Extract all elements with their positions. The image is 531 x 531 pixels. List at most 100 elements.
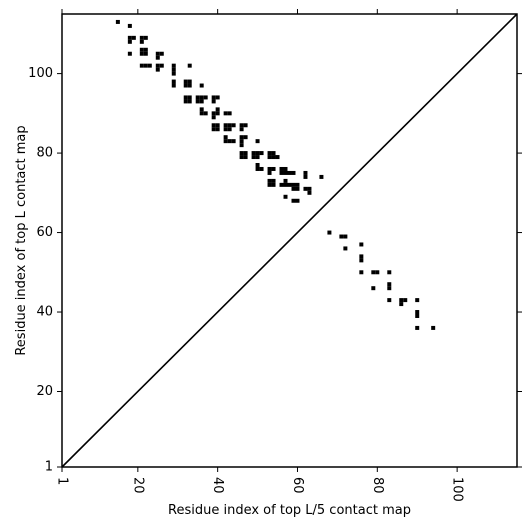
contact-point: [199, 83, 204, 88]
x-tick-label: 40: [210, 477, 225, 494]
contact-point: [187, 63, 192, 68]
contact-point: [371, 286, 376, 291]
contact-point: [231, 123, 236, 128]
contact-point: [211, 99, 216, 104]
contact-point: [139, 63, 144, 68]
contact-point: [239, 139, 244, 144]
contact-point: [211, 123, 216, 128]
contact-point: [251, 155, 256, 160]
contact-point: [227, 111, 232, 116]
contact-point: [291, 186, 296, 191]
y-tick-label: 60: [36, 225, 53, 240]
contact-point: [255, 163, 260, 167]
contact-point: [171, 67, 176, 72]
x-tick-label: 60: [290, 477, 305, 494]
contact-point: [227, 123, 232, 128]
contact-point: [139, 35, 144, 40]
contact-point: [387, 286, 392, 291]
contact-point: [359, 254, 364, 259]
contact-point: [155, 51, 160, 56]
contact-point: [255, 166, 260, 171]
contact-point: [187, 95, 192, 100]
contact-point: [231, 139, 236, 144]
contact-point: [239, 123, 244, 128]
contact-point: [223, 127, 228, 132]
contact-point: [147, 63, 152, 68]
contact-point: [239, 155, 244, 160]
contact-point: [307, 190, 312, 195]
contact-point: [295, 198, 300, 203]
contact-point: [259, 151, 264, 156]
contact-point: [275, 155, 280, 160]
contact-point: [187, 79, 192, 84]
contact-point: [295, 186, 300, 191]
contact-point: [271, 178, 276, 183]
contact-point: [283, 194, 288, 199]
contact-point: [243, 135, 248, 140]
contact-point: [415, 310, 420, 315]
contact-point: [239, 151, 244, 156]
contact-point: [255, 139, 260, 144]
contact-point: [267, 155, 272, 160]
contact-point: [227, 127, 232, 132]
contact-point: [143, 63, 148, 68]
contact-point: [223, 139, 228, 144]
contact-point: [187, 99, 192, 104]
contact-point: [139, 39, 144, 44]
contact-point: [279, 170, 284, 175]
y-tick-label: 100: [28, 66, 53, 81]
contact-point: [127, 23, 132, 28]
contact-point: [387, 270, 392, 275]
y-axis-label: Residue index of top L contact map: [14, 125, 29, 355]
contact-point: [227, 139, 232, 144]
contact-point: [215, 111, 220, 116]
contact-point: [267, 151, 272, 156]
contact-point: [255, 151, 260, 156]
contact-point: [115, 19, 120, 24]
contact-point: [223, 123, 228, 128]
y-tick-label: 80: [36, 146, 53, 161]
plot-area: [61, 13, 518, 468]
contact-point: [211, 127, 216, 132]
contact-point: [267, 178, 272, 183]
contact-point: [223, 111, 228, 116]
contact-point: [243, 155, 248, 160]
contact-point: [339, 234, 344, 239]
contact-point: [195, 95, 200, 100]
contact-point: [199, 111, 204, 116]
contact-point: [139, 51, 144, 56]
diagonal-line: [61, 13, 518, 468]
contact-point: [359, 270, 364, 275]
contact-point: [271, 182, 276, 187]
contact-point: [259, 166, 264, 171]
contact-point: [267, 170, 272, 175]
contact-point: [303, 174, 308, 179]
contact-point: [139, 47, 144, 52]
contact-point: [271, 151, 276, 156]
contact-point: [127, 35, 132, 40]
contact-point: [183, 79, 188, 84]
contact-point: [203, 95, 208, 100]
contact-point: [215, 127, 220, 132]
contact-point: [359, 242, 364, 247]
contact-point: [319, 174, 324, 179]
contact-point: [211, 111, 216, 116]
contact-point: [143, 51, 148, 56]
x-tick-label: 20: [130, 477, 145, 494]
contact-point: [171, 83, 176, 88]
contact-point: [371, 270, 376, 275]
contact-point: [155, 67, 160, 72]
contact-point: [215, 107, 220, 112]
contact-point: [375, 270, 380, 275]
contact-point: [171, 79, 176, 84]
contact-point: [143, 47, 148, 52]
contact-point: [415, 314, 420, 318]
contact-point: [327, 230, 332, 235]
contact-point: [343, 234, 348, 239]
contact-point: [243, 151, 248, 156]
contact-point: [223, 135, 228, 140]
contact-point: [171, 63, 176, 68]
contact-point: [291, 198, 296, 203]
contact-point: [183, 83, 188, 88]
